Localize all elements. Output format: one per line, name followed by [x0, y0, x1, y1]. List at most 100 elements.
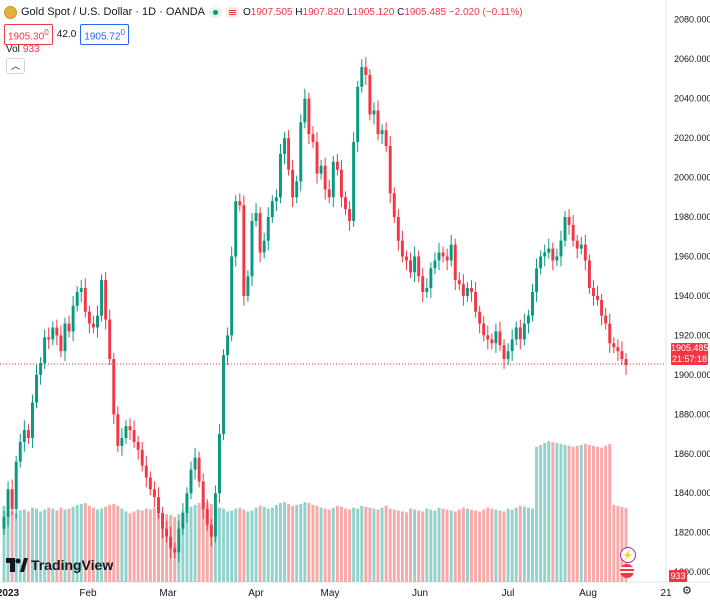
price-tick-label: 1960.000 — [674, 251, 710, 261]
sell-price-button[interactable]: 1905.300 — [4, 24, 53, 46]
symbol-title[interactable]: Gold Spot / U.S. Dollar · 1D · OANDA — [21, 6, 205, 18]
volume-bar — [193, 504, 197, 582]
candle-body — [226, 335, 230, 356]
candle-body — [234, 201, 238, 257]
price-tick-label: 1880.000 — [674, 409, 710, 419]
volume-bar — [96, 509, 99, 582]
volume-bar — [91, 507, 95, 582]
candle-body — [205, 509, 209, 525]
volume-bar — [262, 506, 266, 582]
time-tick-label: 2023 — [0, 588, 20, 599]
candle-body — [409, 260, 412, 273]
price-tick-label: 1980.000 — [674, 212, 710, 222]
candle-body — [2, 516, 6, 529]
volume-bar — [494, 509, 498, 582]
flag-toggle-icon[interactable] — [226, 6, 239, 18]
candle-body — [547, 248, 551, 253]
tradingview-logo[interactable]: TradingView — [6, 557, 113, 573]
candle-body — [83, 288, 87, 312]
candle-body — [539, 256, 543, 269]
volume-bar — [26, 511, 30, 582]
candle-body — [181, 512, 185, 529]
candle-body — [437, 252, 441, 261]
candle-body — [39, 363, 43, 375]
volume-bar — [486, 507, 490, 582]
candle-body — [124, 426, 128, 438]
ohlc-values: O1907.505 H1907.820 L1905.120 C1905.485 … — [243, 6, 523, 18]
volume-bar — [490, 508, 494, 582]
volume-bar — [616, 505, 620, 582]
volume-bar — [222, 508, 225, 582]
volume-bar — [104, 506, 108, 582]
volume-bar — [189, 506, 193, 582]
candle-body — [323, 165, 327, 190]
candle-body — [579, 244, 583, 249]
price-axis-bg — [666, 0, 710, 600]
volume-bar — [59, 507, 63, 582]
tradingview-logo-icon — [6, 558, 28, 572]
candle-body — [616, 347, 620, 352]
candle-body — [43, 337, 47, 364]
volume-label: Vol — [6, 44, 20, 55]
settings-icon[interactable]: ⚙ — [682, 585, 692, 597]
volume-bar — [39, 511, 43, 582]
candle-body — [177, 528, 181, 553]
volume-bar — [10, 511, 14, 582]
volume-bar — [604, 445, 608, 582]
candle-body — [356, 86, 360, 143]
candle-body — [457, 280, 461, 285]
candle-body — [583, 244, 587, 261]
volume-bar — [124, 511, 128, 582]
volume-bar — [274, 504, 278, 582]
volume-bar — [234, 508, 238, 582]
volume-bar — [356, 508, 360, 582]
volume-bar — [368, 507, 372, 582]
candle-body — [608, 323, 612, 344]
candle-body — [514, 327, 518, 340]
candle-body — [213, 493, 217, 537]
volume-bar — [531, 508, 534, 582]
candle-body — [157, 497, 160, 513]
candle-body — [173, 548, 177, 553]
candle-body — [506, 351, 510, 360]
volume-bar — [551, 442, 555, 582]
volume-bar — [396, 510, 400, 582]
candle-body — [559, 240, 563, 257]
volume-bar — [83, 503, 87, 582]
volume-bar — [258, 505, 262, 582]
volume-bar — [465, 508, 469, 582]
candle-body — [55, 327, 59, 336]
candle-body — [242, 205, 246, 296]
candle-body — [331, 161, 335, 198]
buy-price-button[interactable]: 1905.720 — [80, 24, 130, 46]
candle-body — [278, 153, 282, 198]
volume-bar — [303, 502, 307, 582]
time-tick-label: May — [321, 588, 340, 599]
last-volume-label: 933 — [669, 570, 687, 582]
collapse-legend-button[interactable]: ︿ — [6, 58, 25, 74]
volume-bar — [152, 507, 156, 582]
us-flag-icon[interactable] — [620, 564, 634, 578]
eye-toggle-icon[interactable] — [209, 6, 222, 18]
candle-body — [433, 260, 437, 269]
candle-body — [59, 335, 63, 352]
time-tick-label: Mar — [159, 588, 177, 599]
volume-bar — [144, 508, 148, 582]
volume-bar — [567, 445, 571, 582]
volume-bar — [266, 508, 270, 582]
candle-body — [400, 240, 404, 257]
volume-bar — [547, 441, 551, 582]
time-tick-label: 21 — [660, 588, 672, 599]
candle-body — [10, 489, 14, 510]
lightning-icon[interactable]: ⚡ — [620, 547, 636, 563]
candle-body — [295, 181, 299, 198]
bar-countdown: 21:57:18 — [671, 354, 708, 364]
candle-body — [193, 457, 197, 470]
candle-body — [104, 280, 108, 320]
time-tick-label: Jul — [502, 588, 515, 599]
candle-body — [185, 493, 189, 513]
gold-symbol-icon — [4, 5, 17, 19]
candle-body — [348, 209, 352, 221]
price-tick-label: 1940.000 — [674, 291, 710, 301]
